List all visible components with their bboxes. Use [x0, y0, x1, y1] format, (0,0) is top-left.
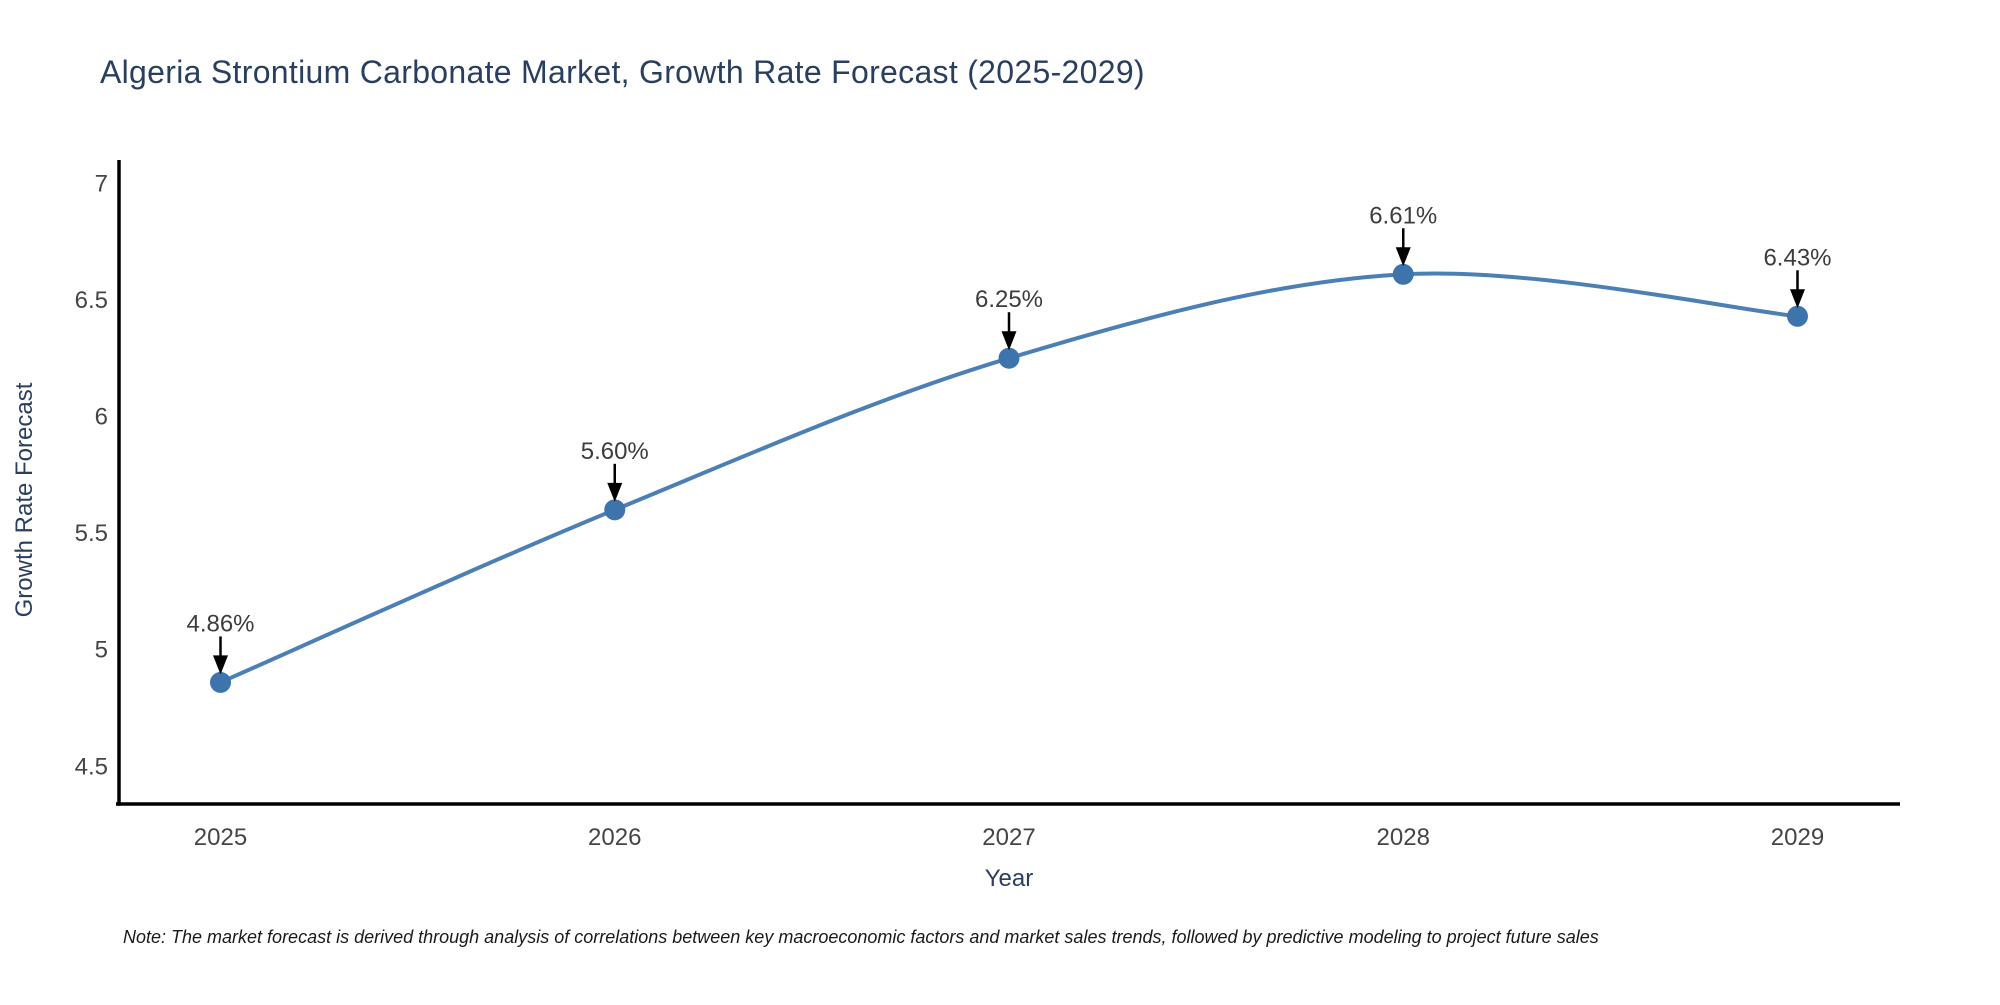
y-tick-label: 5 [95, 637, 108, 664]
data-point-markers [210, 263, 1808, 693]
annotation-arrowhead [1789, 289, 1805, 309]
data-point-label: 5.60% [581, 438, 649, 465]
data-point-marker [1786, 305, 1808, 327]
footnote: Note: The market forecast is derived thr… [123, 927, 1599, 947]
annotation-arrowhead [1001, 331, 1017, 351]
data-point-label: 4.86% [186, 610, 254, 637]
y-tick-label: 6 [95, 404, 108, 431]
data-point-label: 6.61% [1369, 202, 1437, 229]
x-tick-label: 2029 [1771, 824, 1824, 851]
y-tick-label: 6.5 [75, 287, 108, 314]
data-point-label: 6.25% [975, 286, 1043, 313]
chart-title: Algeria Strontium Carbonate Market, Grow… [100, 54, 1145, 90]
y-axis-title: Growth Rate Forecast [11, 382, 38, 617]
data-point-marker [1392, 263, 1414, 285]
x-axis-title: Year [985, 865, 1034, 892]
y-axis-tick-labels: 7 6.5 6 5.5 5 4.5 [75, 170, 108, 780]
data-point-marker [604, 499, 626, 521]
data-point-annotations: 4.86% 5.60% 6.25% 6.61% 6.43% [186, 202, 1832, 675]
y-tick-label: 4.5 [75, 753, 108, 780]
x-tick-label: 2028 [1377, 824, 1430, 851]
data-point-marker [998, 347, 1020, 369]
x-axis-tick-labels: 2025 2026 2027 2028 2029 [194, 824, 1824, 851]
x-tick-label: 2027 [982, 824, 1035, 851]
data-point-marker [210, 671, 232, 693]
y-tick-label: 5.5 [75, 520, 108, 547]
data-point-label: 6.43% [1763, 244, 1831, 271]
y-tick-label: 7 [95, 170, 108, 197]
annotation-arrowhead [1395, 247, 1411, 267]
annotation-arrowhead [607, 482, 623, 502]
annotation-arrowhead [213, 655, 229, 675]
x-tick-label: 2025 [194, 824, 247, 851]
x-tick-label: 2026 [588, 824, 641, 851]
